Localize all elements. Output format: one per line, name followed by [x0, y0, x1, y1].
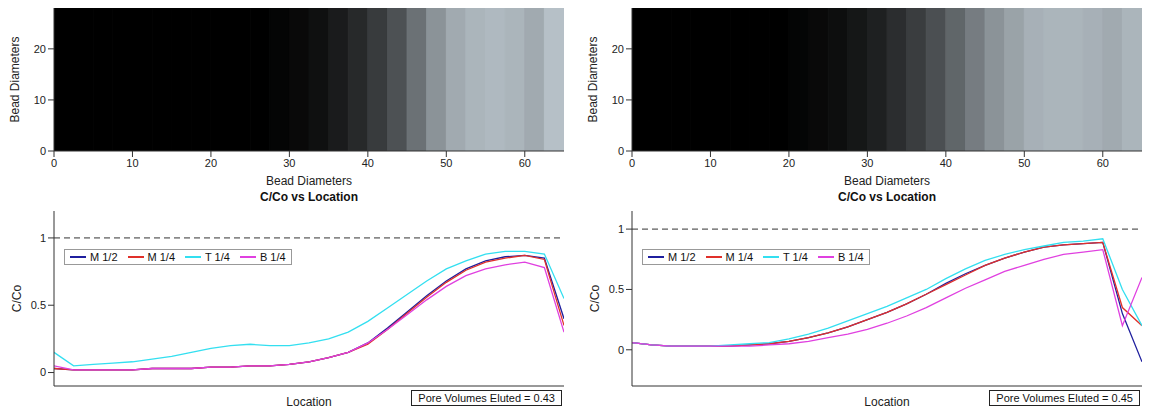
svg-text:10: 10 [34, 94, 46, 106]
svg-text:30: 30 [283, 157, 295, 169]
html-text:T 1/4: T 1/4 [205, 251, 230, 263]
svg-text:Bead Diameters: Bead Diameters [8, 36, 22, 122]
html-text:C/Co vs Location: C/Co vs Location [838, 190, 936, 204]
svg-text:20: 20 [612, 43, 624, 55]
svg-text:C/Co: C/Co [10, 285, 24, 313]
svg-text:60: 60 [1097, 157, 1109, 169]
html-text:M 1/4: M 1/4 [725, 251, 753, 263]
svg-text:0: 0 [618, 145, 624, 157]
svg-text:40: 40 [940, 157, 952, 169]
html-text:B 1/4: B 1/4 [837, 251, 864, 263]
svg-text:0: 0 [51, 157, 57, 169]
svg-text:30: 30 [861, 157, 873, 169]
svg-text:20: 20 [34, 43, 46, 55]
html-text:M 1/2: M 1/2 [90, 251, 118, 263]
svg-text:10: 10 [126, 157, 138, 169]
svg-text:0.5: 0.5 [31, 299, 46, 311]
html-text:Pore Volumes Eluted = 0.43: Pore Volumes Eluted = 0.43 [418, 392, 555, 404]
svg-text:10: 10 [704, 157, 716, 169]
svg-text:20: 20 [783, 157, 795, 169]
svg-text:Location: Location [864, 395, 909, 409]
html-text:C/Co vs Location: C/Co vs Location [260, 190, 358, 204]
html-text:M 1/2: M 1/2 [668, 251, 696, 263]
svg-text:20: 20 [205, 157, 217, 169]
svg-text:Bead Diameters: Bead Diameters [266, 174, 352, 187]
html-text:Pore Volumes Eluted = 0.45: Pore Volumes Eluted = 0.45 [996, 392, 1133, 404]
html-text:T 1/4: T 1/4 [783, 251, 808, 263]
svg-text:50: 50 [1018, 157, 1030, 169]
svg-text:1: 1 [40, 232, 46, 244]
svg-text:60: 60 [519, 157, 531, 169]
svg-text:0: 0 [40, 145, 46, 157]
svg-text:Location: Location [286, 395, 331, 409]
svg-text:0: 0 [40, 366, 46, 378]
svg-text:10: 10 [612, 94, 624, 106]
html-text:M 1/4: M 1/4 [147, 251, 175, 263]
svg-text:0: 0 [629, 157, 635, 169]
svg-text:Bead Diameters: Bead Diameters [844, 174, 930, 187]
svg-text:40: 40 [362, 157, 374, 169]
svg-text:1: 1 [618, 223, 624, 235]
svg-text:Bead Diameters: Bead Diameters [586, 36, 600, 122]
svg-text:0: 0 [618, 344, 624, 356]
svg-text:50: 50 [440, 157, 452, 169]
svg-text:0.5: 0.5 [609, 283, 624, 295]
svg-text:C/Co: C/Co [588, 285, 602, 313]
html-text:B 1/4: B 1/4 [259, 251, 286, 263]
